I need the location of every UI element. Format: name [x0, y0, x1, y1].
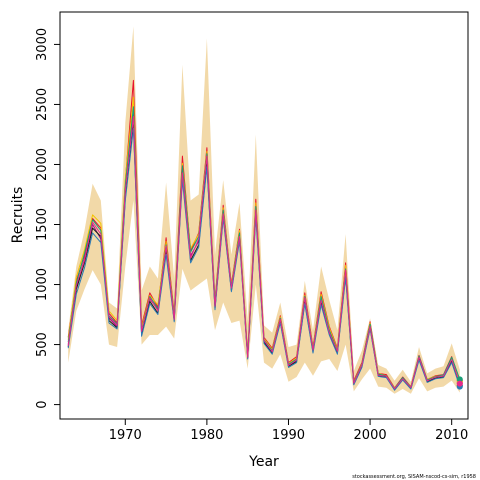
series-endpoint-7	[456, 380, 463, 387]
x-tick-label: 2000	[354, 428, 387, 443]
x-tick-label: 1990	[272, 428, 305, 443]
y-tick-label: 3000	[35, 28, 50, 61]
y-axis: 0 500 1000 1500 2000 2500 3000	[35, 28, 60, 409]
series-line-7	[67, 116, 461, 390]
plot-frame	[59, 11, 469, 420]
y-tick-label: 500	[35, 332, 50, 357]
y-tick-label: 2500	[35, 88, 50, 121]
x-tick-label: 1980	[190, 428, 223, 443]
y-tick-label: 1000	[35, 268, 50, 301]
x-tick-label: 2010	[435, 428, 468, 443]
credit-text: stockassessment.org, SISAM-nscod-cs-sim,…	[352, 474, 476, 480]
y-tick-label: 0	[35, 400, 50, 408]
endpoint-layer	[456, 376, 463, 390]
series-endpoint-6	[456, 376, 463, 383]
confidence-band-layer	[68, 26, 460, 394]
x-tick-label: 1970	[109, 428, 142, 443]
confidence-band	[68, 26, 460, 394]
x-axis-title: Year	[248, 454, 279, 470]
y-tick-label: 1500	[35, 208, 50, 241]
y-tick-label: 2000	[35, 148, 50, 181]
series-layer	[67, 79, 461, 391]
x-axis: 1970 1980 1990 2000 2010	[109, 419, 468, 443]
y-axis-title: Recruits	[10, 187, 26, 244]
